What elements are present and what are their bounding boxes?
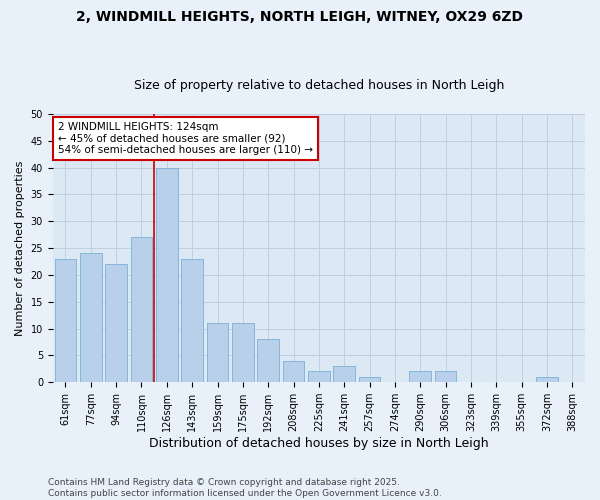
Bar xyxy=(207,323,228,382)
Y-axis label: Number of detached properties: Number of detached properties xyxy=(15,160,25,336)
Bar xyxy=(181,259,203,382)
Title: Size of property relative to detached houses in North Leigh: Size of property relative to detached ho… xyxy=(134,79,504,92)
Bar xyxy=(55,259,76,382)
Bar xyxy=(232,323,254,382)
Text: 2 WINDMILL HEIGHTS: 124sqm
← 45% of detached houses are smaller (92)
54% of semi: 2 WINDMILL HEIGHTS: 124sqm ← 45% of deta… xyxy=(58,122,313,155)
Bar xyxy=(131,238,152,382)
X-axis label: Distribution of detached houses by size in North Leigh: Distribution of detached houses by size … xyxy=(149,437,489,450)
Text: 2, WINDMILL HEIGHTS, NORTH LEIGH, WITNEY, OX29 6ZD: 2, WINDMILL HEIGHTS, NORTH LEIGH, WITNEY… xyxy=(77,10,523,24)
Bar xyxy=(308,372,329,382)
Bar xyxy=(536,377,558,382)
Bar xyxy=(80,254,101,382)
Bar xyxy=(409,372,431,382)
Bar xyxy=(334,366,355,382)
Bar xyxy=(257,340,279,382)
Bar xyxy=(359,377,380,382)
Text: Contains HM Land Registry data © Crown copyright and database right 2025.
Contai: Contains HM Land Registry data © Crown c… xyxy=(48,478,442,498)
Bar xyxy=(156,168,178,382)
Bar xyxy=(283,361,304,382)
Bar xyxy=(106,264,127,382)
Bar xyxy=(435,372,457,382)
